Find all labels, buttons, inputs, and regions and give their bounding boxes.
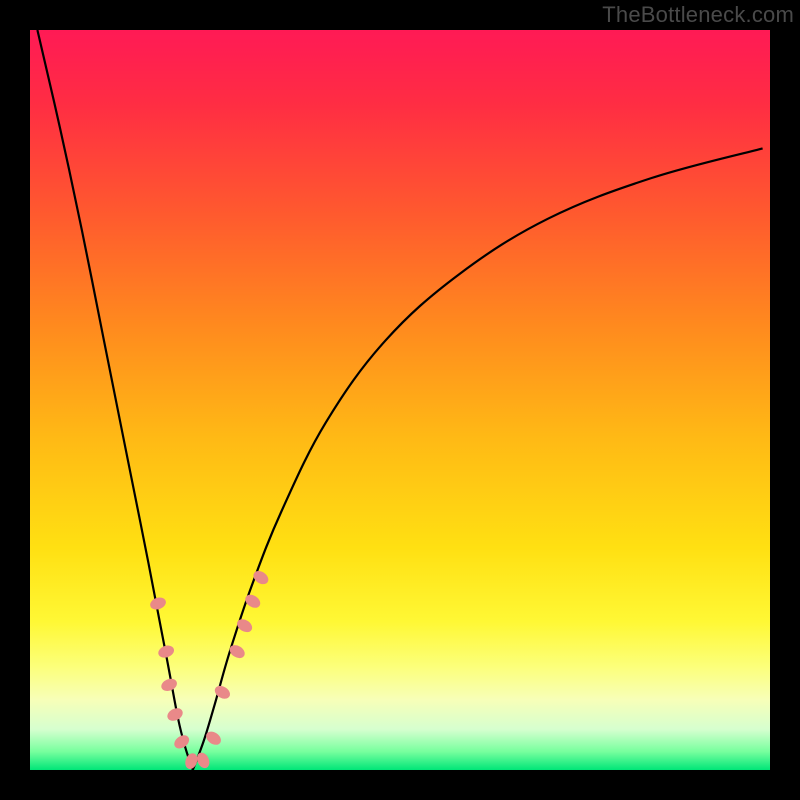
chart-svg <box>30 30 770 770</box>
plot-area <box>30 30 770 770</box>
watermark-text: TheBottleneck.com <box>602 2 794 28</box>
gradient-background <box>30 30 770 770</box>
chart-container: TheBottleneck.com <box>0 0 800 800</box>
